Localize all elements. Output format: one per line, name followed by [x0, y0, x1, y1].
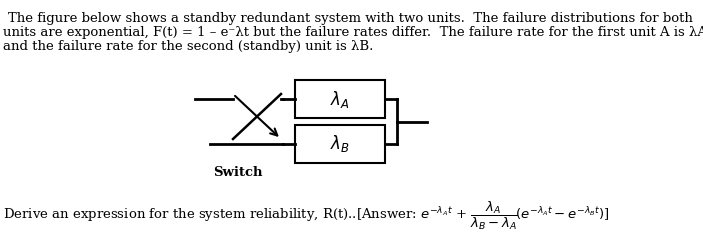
Bar [295, 80, 385, 118]
Text: $\lambda_B$: $\lambda_B$ [330, 134, 350, 154]
Text: Derive an expression for the system reliability, R(t)..[Answer: $e^{-\lambda_A t: Derive an expression for the system reli… [3, 200, 610, 232]
Bar [295, 125, 385, 163]
Text: Switch: Switch [213, 166, 263, 179]
Text: The figure below shows a standby redundant system with two units.  The failure d: The figure below shows a standby redunda… [8, 12, 693, 25]
Text: units are exponential, F(t) = 1 – e⁻λt but the failure rates differ.  The failur: units are exponential, F(t) = 1 – e⁻λt b… [3, 26, 703, 39]
Text: and the failure rate for the second (standby) unit is λB.: and the failure rate for the second (sta… [3, 40, 373, 53]
Text: $\lambda_A$: $\lambda_A$ [330, 88, 350, 109]
